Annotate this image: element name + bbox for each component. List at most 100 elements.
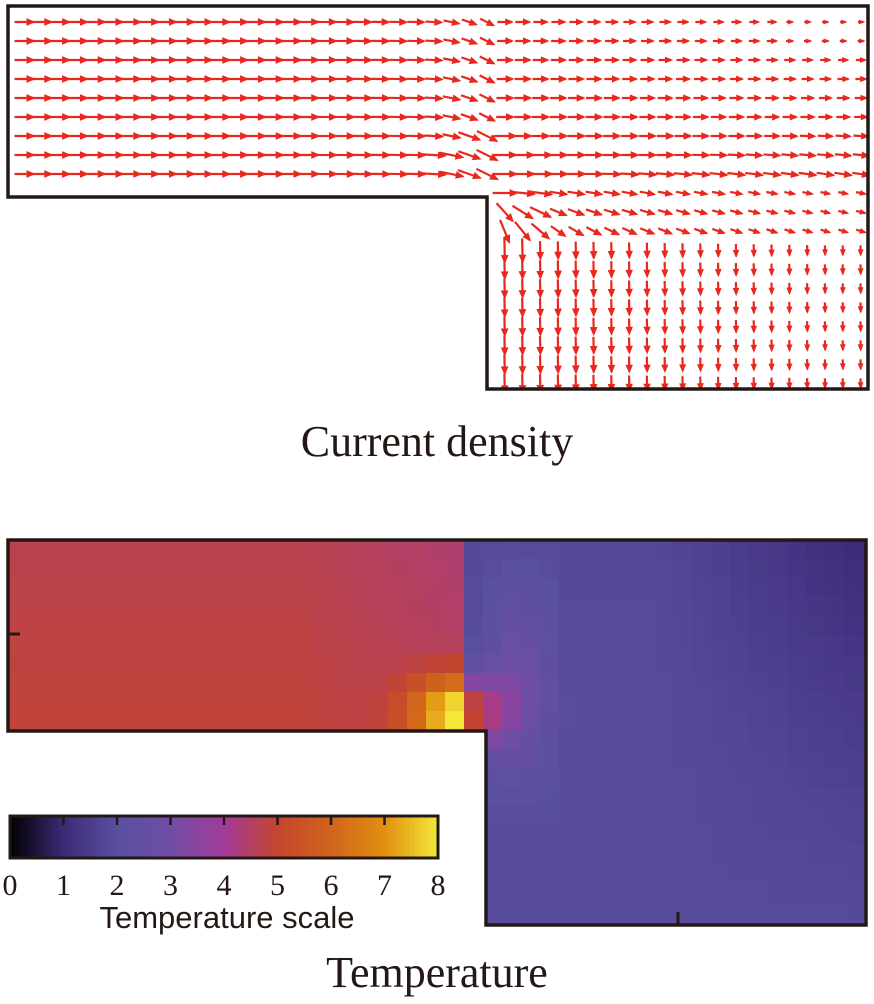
heatmap-cell (445, 635, 465, 655)
colorbar-step (102, 816, 107, 858)
heatmap-cell (749, 654, 769, 674)
heatmap-cell (521, 768, 541, 788)
current-arrow (121, 37, 143, 45)
heatmap-cell (825, 692, 845, 712)
heatmap-cell (825, 882, 845, 902)
current-arrow (371, 94, 391, 102)
heatmap-cell (692, 711, 712, 731)
current-arrow (121, 151, 143, 159)
current-arrow (621, 226, 638, 236)
current-arrow (675, 113, 693, 121)
heatmap-cell (502, 654, 522, 674)
heatmap-cell (844, 806, 864, 826)
heatmap-cell (616, 806, 636, 826)
colorbar-step (106, 816, 111, 858)
current-arrow (822, 264, 828, 276)
current-arrow (625, 318, 633, 336)
colorbar-step (38, 816, 43, 858)
current-arrow (657, 94, 674, 102)
heatmap-cell (635, 768, 655, 788)
heatmap-cell (711, 863, 731, 883)
heatmap-cell (711, 768, 731, 788)
heatmap-cell (122, 578, 142, 598)
heatmap-cell (654, 559, 674, 579)
colorbar-step (170, 816, 175, 858)
heatmap-cell (540, 540, 560, 560)
current-arrow (623, 18, 638, 26)
current-arrow (550, 225, 567, 238)
current-arrow (679, 319, 687, 335)
current-arrow (371, 37, 391, 45)
heatmap-cell (540, 882, 560, 902)
current-arrow (643, 318, 651, 336)
heatmap-cell (616, 749, 636, 769)
heatmap-cell (825, 806, 845, 826)
current-arrow (50, 18, 72, 26)
heatmap-cell (217, 711, 237, 731)
current-arrow (801, 94, 816, 102)
heatmap-cell (217, 597, 237, 617)
heatmap-cell (559, 654, 579, 674)
current-arrow (768, 320, 775, 334)
current-arrow (802, 56, 815, 64)
current-arrow (589, 260, 598, 280)
heatmap-cell (806, 654, 826, 674)
current-arrow (732, 263, 740, 277)
current-arrow (139, 56, 161, 64)
current-arrow (317, 170, 339, 178)
current-arrow (549, 151, 569, 159)
current-arrow (818, 94, 834, 102)
colorbar-step (338, 816, 343, 858)
heatmap-cell (673, 863, 693, 883)
heatmap-cell (103, 673, 123, 693)
heatmap-cell (312, 711, 332, 731)
current-arrow (388, 151, 409, 159)
current-arrow (783, 94, 798, 102)
heatmap-cell (825, 730, 845, 750)
colorbar-step (198, 816, 203, 858)
heatmap-cell (578, 673, 598, 693)
heatmap-cell (331, 597, 351, 617)
current-arrow (604, 75, 621, 83)
current-arrow (139, 132, 161, 140)
heatmap-cell (787, 825, 807, 845)
current-arrow (643, 261, 651, 279)
current-arrow (711, 189, 727, 197)
current-arrow (353, 113, 374, 121)
heatmap-cell (84, 654, 104, 674)
heatmap-cell (426, 692, 446, 712)
current-arrow (711, 75, 727, 83)
current-arrow (804, 359, 811, 371)
current-arrow (603, 132, 622, 140)
heatmap-cell (787, 559, 807, 579)
heatmap-cell (46, 540, 66, 560)
heatmap-cell (673, 559, 693, 579)
current-arrow (782, 113, 799, 121)
heatmap-cell (711, 597, 731, 617)
current-arrow (317, 75, 338, 83)
current-arrow (745, 151, 764, 159)
current-arrow (804, 321, 811, 333)
current-arrow (695, 18, 708, 26)
heatmap-cell (8, 692, 28, 712)
heatmap-cell (844, 692, 864, 712)
heatmap-cell (635, 692, 655, 712)
heatmap-cell (122, 711, 142, 731)
heatmap-cell (236, 635, 256, 655)
current-arrow (500, 316, 509, 338)
heatmap-cell (540, 635, 560, 655)
heatmap-cell (825, 901, 845, 921)
current-arrow (389, 18, 409, 26)
heatmap-cell (540, 578, 560, 598)
heatmap-cell (730, 540, 750, 560)
heatmap-cell (483, 920, 503, 925)
heatmap-cell (654, 692, 674, 712)
current-arrow (67, 56, 89, 64)
colorbar-step (238, 816, 243, 858)
heatmap-cell (768, 749, 788, 769)
current-arrow (50, 56, 72, 64)
heatmap-cell (8, 673, 28, 693)
heatmap-cell (692, 730, 712, 750)
colorbar-step (390, 816, 395, 858)
heatmap-cell (768, 863, 788, 883)
